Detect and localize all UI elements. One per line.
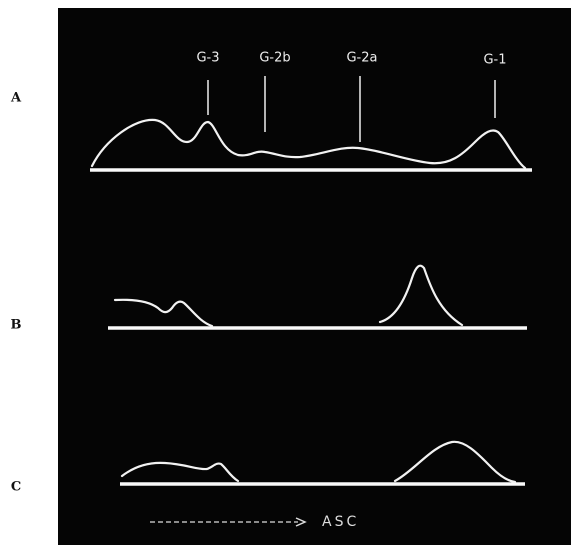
peak-label: G-1	[483, 53, 506, 68]
page: A B C G-3 G-2b G-2a G-1 ASC (() => { con…	[0, 0, 571, 545]
panel-label: C	[11, 480, 21, 495]
peak-label: G-2b	[259, 51, 290, 66]
panel-label: B	[11, 318, 22, 333]
panel-label: A	[10, 91, 22, 106]
dark-panel	[58, 8, 571, 545]
peak-label: G-2a	[346, 51, 377, 66]
figure: A B C G-3 G-2b G-2a G-1 ASC	[0, 0, 571, 545]
arrow-label: ASC	[322, 514, 359, 530]
peak-label: G-3	[196, 51, 219, 66]
